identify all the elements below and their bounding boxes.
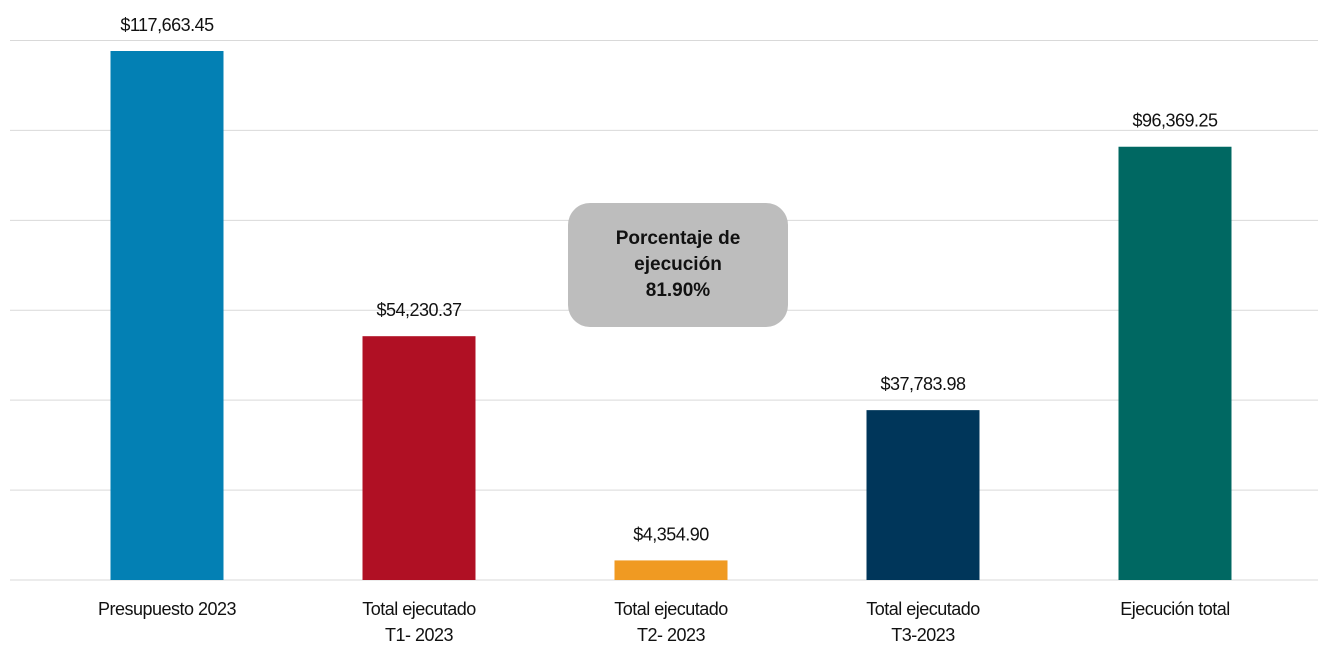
value-label: $54,230.37 (376, 300, 462, 320)
bar (1118, 146, 1232, 580)
value-label: $96,369.25 (1132, 111, 1218, 131)
x-tick-label: Total ejecutado T1- 2023 (362, 599, 476, 645)
bar (110, 51, 224, 580)
bar (866, 410, 980, 580)
plot: $117,663.45 Presupuesto 2023 $54,230.37 Tot… (10, 15, 1318, 645)
x-tick-label: Ejecución total (1120, 599, 1230, 619)
x-tick-label: Presupuesto 2023 (97, 599, 237, 619)
value-label: $4,354.90 (633, 524, 709, 544)
value-label: $37,783.98 (880, 374, 966, 394)
bar (614, 560, 728, 580)
x-tick-label: Total ejecutado T3-2023 (866, 599, 980, 645)
x-tick-label-box: Total ejecutado T3-2023 (866, 599, 980, 645)
x-tick-label-box: Ejecución total (1120, 599, 1230, 619)
annotation-box: Porcentaje de ejecución 81.90% (568, 203, 788, 327)
x-tick-label-box: Total ejecutado T2- 2023 (614, 599, 728, 645)
value-label: $117,663.45 (120, 15, 214, 35)
x-tick-label-box: Total ejecutado T1- 2023 (362, 599, 476, 645)
bar (362, 336, 476, 580)
x-tick-label-box: Presupuesto 2023 (97, 599, 237, 619)
annotation: Porcentaje de ejecución 81.90% (568, 203, 788, 327)
x-tick-label: Total ejecutado T2- 2023 (614, 599, 728, 645)
